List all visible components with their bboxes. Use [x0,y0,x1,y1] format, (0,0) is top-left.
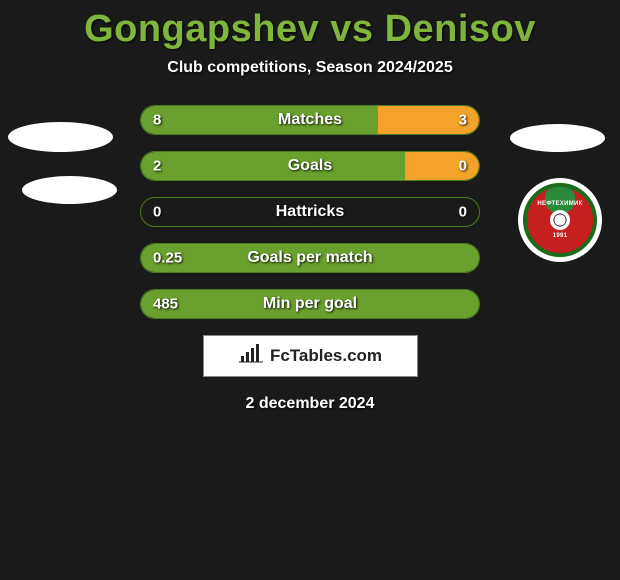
stat-label: Matches [141,111,479,129]
subtitle: Club competitions, Season 2024/2025 [0,59,620,77]
soccer-ball-icon [550,210,570,230]
date-label: 2 december 2024 [0,395,620,413]
stat-row: Matches8 3 [140,105,480,135]
team-right-logo-year: 1991 [553,232,568,240]
stat-label: Goals [141,157,479,175]
stat-row: Goals2 0 [140,151,480,181]
stat-value-left: 0.25 [153,250,182,267]
stat-label: Min per goal [141,295,479,313]
stat-value-left: 8 [153,112,161,129]
stat-label: Goals per match [141,249,479,267]
watermark[interactable]: FcTables.com [203,335,418,377]
chart-icon [238,344,264,369]
stat-row: Hattricks0 0 [140,197,480,227]
stat-label: Hattricks [141,203,479,221]
stat-value-right: 0 [459,204,467,221]
watermark-text: FcTables.com [270,346,382,366]
stat-value-left: 0 [153,204,161,221]
stat-value-right: 0 [459,158,467,175]
player-left-photo-placeholder [8,122,113,152]
page-title: Gongapshev vs Denisov [0,8,620,51]
stat-row: Goals per match0.25 [140,243,480,273]
team-left-logo-placeholder [22,176,117,204]
stat-row: Min per goal485 [140,289,480,319]
team-right-logo-name: НЕФТЕХИМИК [537,200,582,208]
stat-value-left: 485 [153,296,178,313]
stat-value-left: 2 [153,158,161,175]
stat-value-right: 3 [459,112,467,129]
stat-bars: Matches83Goals20Hattricks00Goals per mat… [140,105,480,319]
team-right-logo: НЕФТЕХИМИК 1991 [518,178,602,262]
player-right-photo-placeholder [510,124,605,152]
